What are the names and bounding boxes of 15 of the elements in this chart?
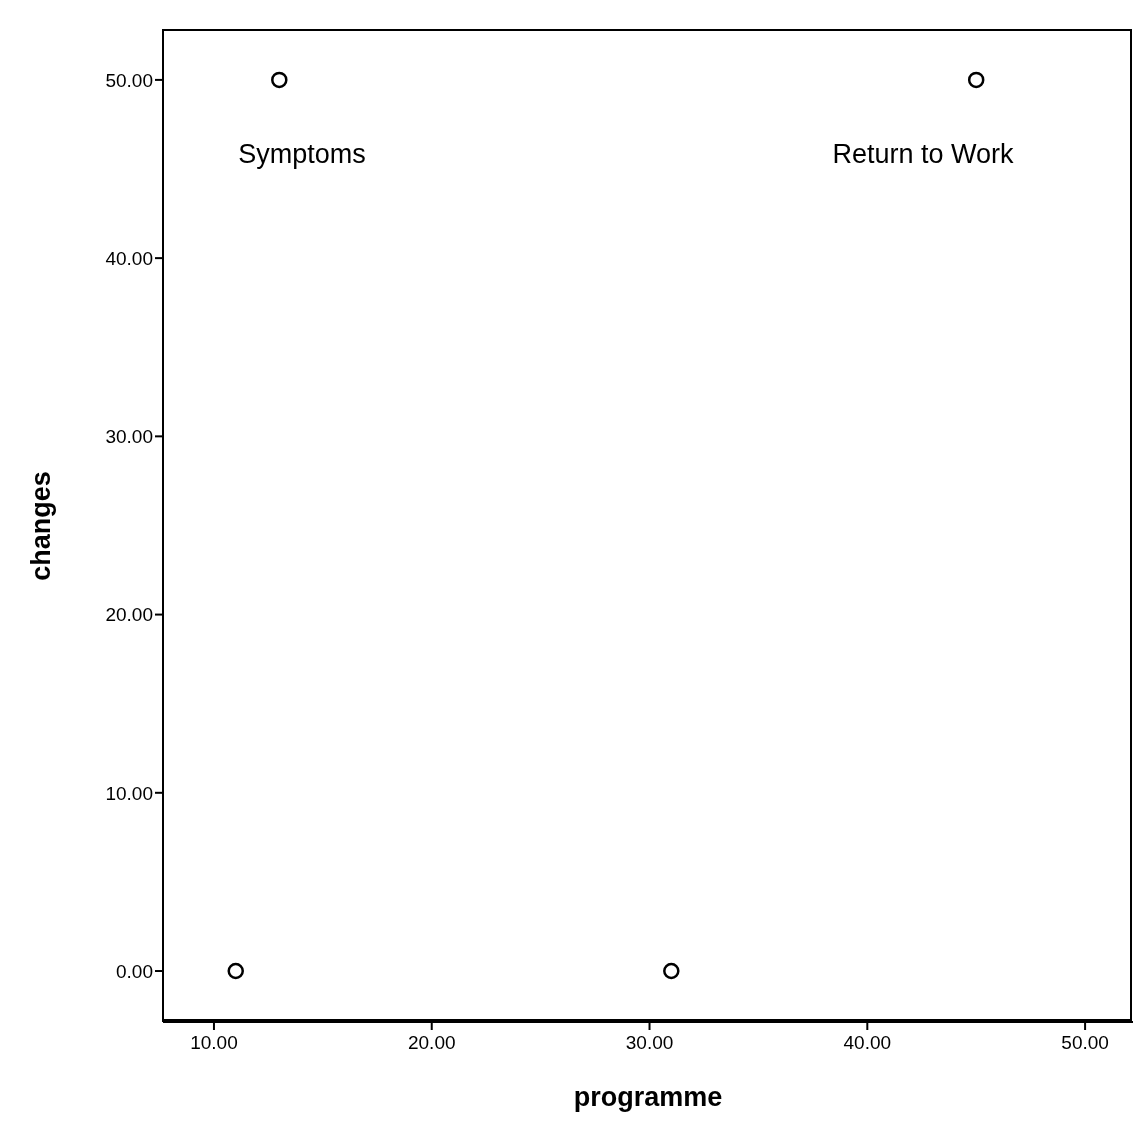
x-axis-title: programme — [573, 1082, 723, 1112]
y-axis-title: changes — [25, 471, 56, 581]
annotation: Symptoms — [237, 139, 367, 170]
annotation: Return to Work — [831, 139, 1015, 170]
x-tick-label: 20.00 — [407, 1032, 456, 1054]
x-tick-label: 10.00 — [190, 1032, 238, 1054]
y-tick-label: 20.00 — [105, 604, 153, 626]
y-tick-label: 10.00 — [105, 782, 153, 804]
x-tick-label: 50.00 — [1061, 1032, 1109, 1054]
y-tick-label: 0.00 — [116, 960, 153, 982]
y-tick-label: 50.00 — [105, 69, 153, 91]
x-tick-label: 30.00 — [625, 1032, 674, 1054]
x-tick-label: 40.00 — [843, 1032, 892, 1054]
y-tick-label: 40.00 — [105, 247, 153, 269]
y-tick-label: 30.00 — [105, 426, 153, 448]
